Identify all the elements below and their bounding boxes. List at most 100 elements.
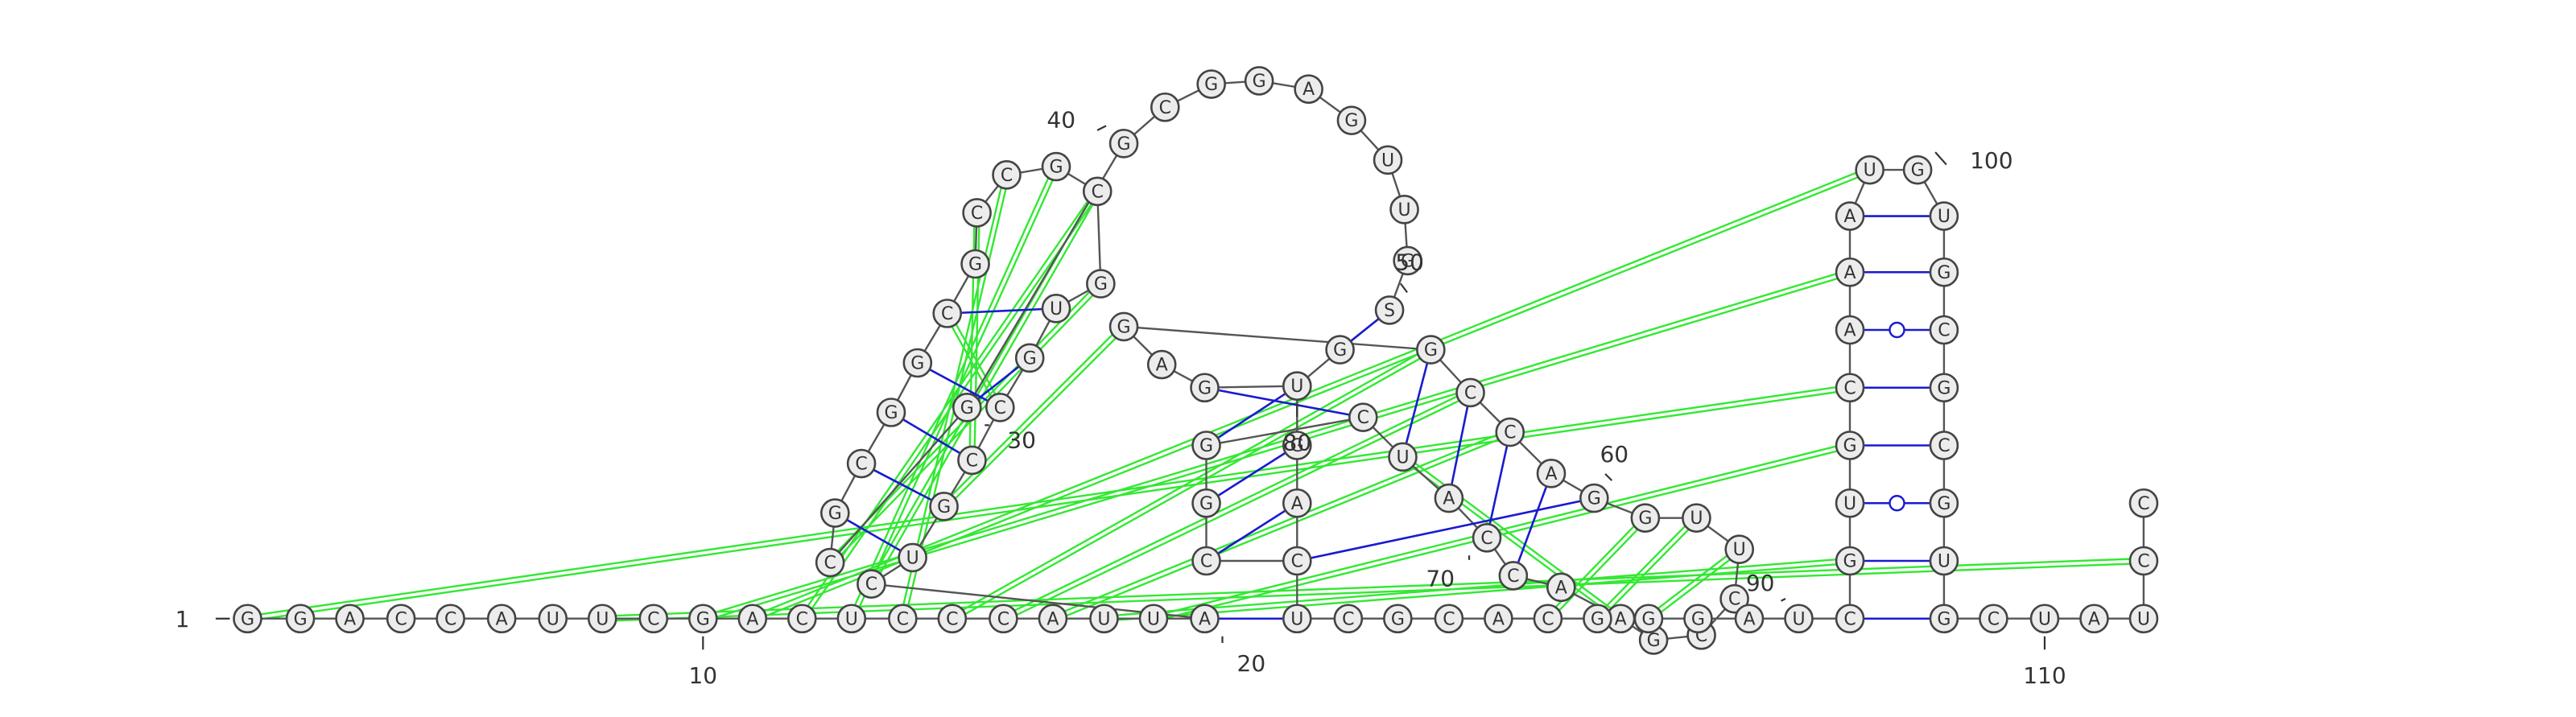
base-pair-line	[947, 307, 1057, 315]
tertiary-link-line	[1051, 429, 1510, 618]
nucleotide-node: C	[1835, 604, 1865, 634]
nucleotide-node: G	[1196, 69, 1226, 99]
nucleotide-node: A	[1282, 488, 1312, 518]
nucleotide-letter: C	[1542, 609, 1554, 629]
nucleotide-letter: U	[1290, 377, 1303, 397]
nucleotide-node: G	[1638, 625, 1669, 655]
nucleotide-node: A	[1484, 604, 1513, 634]
nucleotide-node: A	[1835, 315, 1865, 345]
nucleotide-node: C	[1348, 402, 1378, 432]
nucleotide-node: C	[932, 299, 962, 328]
position-label: 110	[2023, 662, 2066, 689]
position-label: 20	[1237, 650, 1266, 677]
nucleotide-letter: G	[1937, 609, 1951, 629]
nucleotide-node: G	[1683, 604, 1713, 634]
tertiary-link-line	[1549, 518, 1648, 621]
nucleotide-node: G	[1244, 66, 1274, 96]
position-label: 60	[1600, 441, 1629, 468]
nucleotide-letter: A	[496, 609, 508, 629]
tertiary-link-line	[1001, 389, 1470, 618]
nucleotide-letter: C	[971, 204, 983, 224]
nucleotide-letter: C	[941, 304, 953, 324]
nucleotide-node: C	[985, 393, 1015, 422]
nucleotide-letter: A	[1492, 609, 1505, 629]
nucleotide-node: U	[1835, 488, 1865, 518]
nucleotide-letter: C	[1357, 408, 1369, 428]
nucleotide-node: G	[687, 604, 718, 634]
nucleotide-letter: G	[1204, 75, 1218, 95]
base-pair-line	[890, 411, 973, 462]
nucleotide-letter: C	[1159, 98, 1171, 118]
nucleotide-node: G	[1282, 431, 1312, 460]
nucleotide-node: U	[836, 604, 867, 634]
nucleotide-node: G	[1191, 488, 1221, 518]
nucleotide-letter: G	[1691, 609, 1705, 629]
nucleotide-letter: U	[2038, 609, 2051, 629]
nucleotide-letter: A	[1046, 609, 1059, 629]
nucleotide-node: C	[1979, 604, 2008, 634]
nucleotide-letter: G	[884, 403, 898, 423]
nucleotide-letter: C	[1001, 166, 1013, 186]
nucleotide-node: U	[1373, 145, 1403, 175]
nucleotide-letter: G	[1587, 489, 1601, 509]
nucleotide-letter: A	[1443, 489, 1455, 509]
nucleotide-node: U	[538, 604, 568, 634]
base-pair-line	[1205, 385, 1298, 447]
nucleotide-node: G	[1902, 155, 1933, 185]
nucleotide-node: G	[1929, 257, 1959, 287]
nucleotide-letter: U	[1792, 609, 1805, 629]
nucleotide-node: C	[957, 445, 987, 476]
nucleotide-letter: G	[1647, 631, 1661, 651]
nucleotide-node: C	[2128, 488, 2159, 518]
nucleotide-node: G	[1191, 431, 1221, 460]
nucleotide-node: G	[1583, 604, 1612, 634]
nucleotide-letter: C	[444, 609, 456, 629]
nucleotide-node: G	[1630, 503, 1661, 534]
nucleotide-letter: U	[547, 609, 559, 629]
nucleotide-letter: C	[824, 554, 836, 574]
nucleotide-letter: A	[344, 609, 356, 629]
nucleotide-node: G	[1041, 151, 1071, 182]
nucleotide-node: U	[1682, 503, 1711, 534]
nucleotide-letter: G	[828, 504, 842, 524]
tertiary-link-line	[1104, 562, 1851, 622]
nucleotide-node: G	[1393, 245, 1422, 276]
nucleotide-letter: C	[1988, 609, 2000, 629]
nucleotide-node: C	[1472, 522, 1502, 553]
nucleotide-node: G	[960, 249, 990, 279]
nucleotide-node: U	[2029, 604, 2060, 634]
nucleotide-node: A	[1294, 74, 1323, 104]
nucleotide-letter: A	[1844, 207, 1856, 227]
nucleotide-letter: U	[1938, 552, 1951, 572]
nucleotide-letter: G	[1199, 436, 1213, 456]
nucleotide-node: A	[1546, 572, 1576, 603]
nucleotide-letter: C	[855, 455, 867, 475]
nucleotide-letter: C	[1464, 383, 1476, 403]
nucleotide-letter: G	[937, 497, 951, 517]
tertiary-link-line	[753, 171, 1872, 622]
nucleotide-node: U	[1041, 294, 1071, 323]
nucleotide-node: A	[1038, 604, 1068, 634]
nucleotide-node: G	[1929, 604, 1959, 634]
nucleotide-letter: C	[994, 398, 1006, 418]
nucleotide-letter: C	[1843, 609, 1856, 629]
nucleotide-letter: C	[647, 609, 659, 629]
nucleotide-letter: G	[960, 398, 974, 418]
tertiary-link-line	[852, 167, 1059, 620]
nucleotide-letter: G	[1591, 609, 1604, 629]
nucleotide-letter: G	[1094, 274, 1108, 295]
nucleotide-node: U	[1855, 155, 1885, 185]
nucleotide-letter: U	[1864, 161, 1876, 181]
nucleotide-node: C	[1434, 604, 1464, 634]
nucleotide-node: G	[1336, 105, 1367, 135]
nucleotide-letter: A	[1844, 263, 1856, 283]
nucleotide-letter: C	[897, 609, 909, 629]
nucleotide-node: G	[929, 492, 959, 521]
position-label: 70	[1426, 565, 1455, 591]
nucleotide-letter: G	[1937, 263, 1951, 283]
nucleotide-letter: C	[796, 609, 808, 629]
nucleotide-node: A	[1190, 604, 1220, 634]
base-pair-line	[861, 462, 945, 508]
nucleotide-node: C	[1282, 546, 1312, 576]
